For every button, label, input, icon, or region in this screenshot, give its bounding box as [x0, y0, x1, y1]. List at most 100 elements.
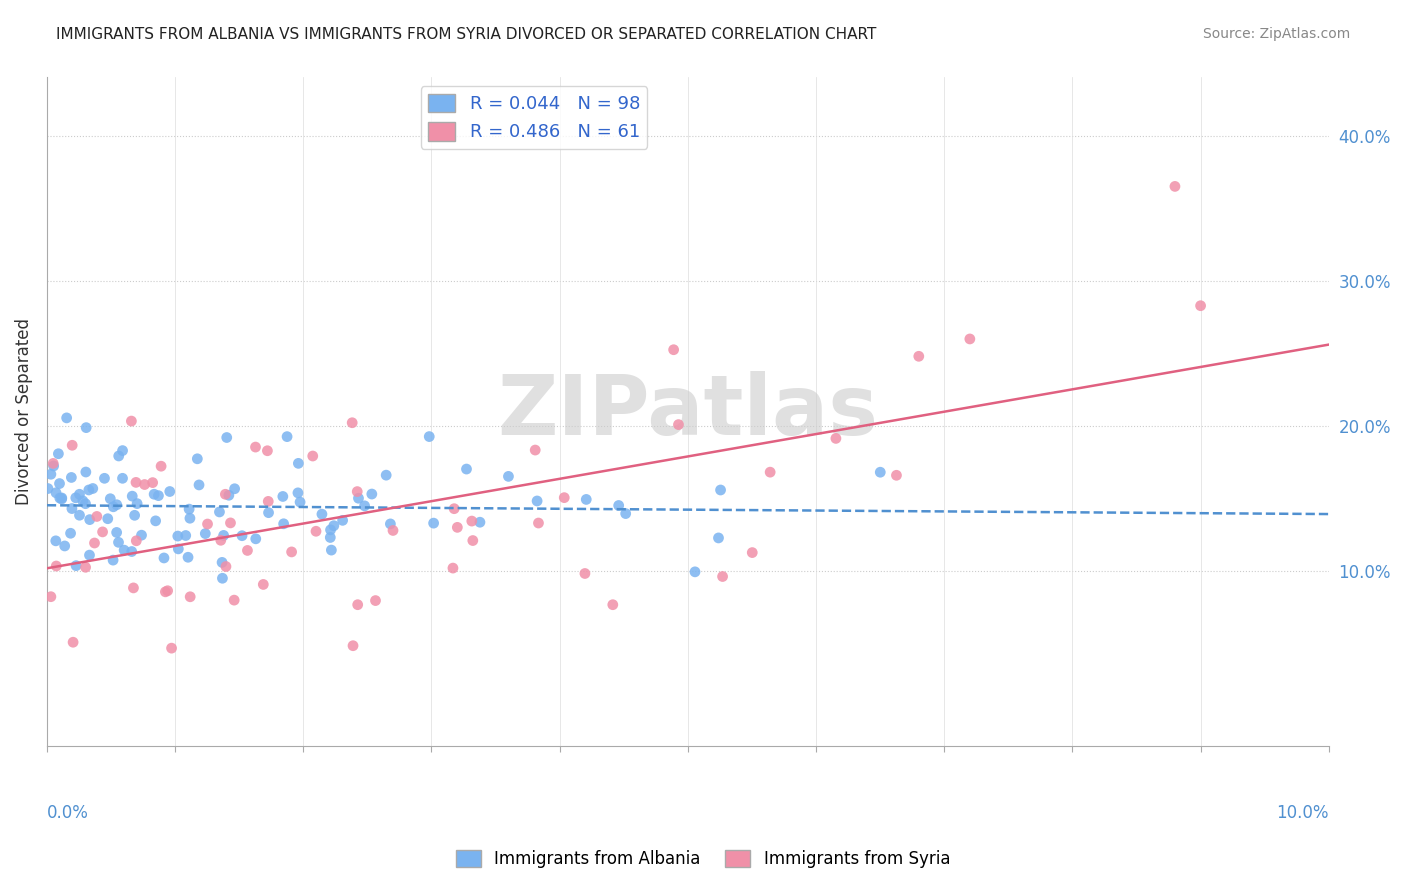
Point — [98, 491, 121, 506]
Point — [553, 491, 575, 505]
Point — [121, 489, 143, 503]
Legend: R = 0.044   N = 98, R = 0.486   N = 61: R = 0.044 N = 98, R = 0.486 N = 61 — [420, 87, 647, 149]
Point — [124, 508, 146, 523]
Point — [1189, 299, 1212, 313]
Point — [111, 471, 134, 485]
Point — [526, 494, 548, 508]
Point — [160, 641, 183, 656]
Point — [527, 516, 550, 530]
Point — [305, 524, 328, 539]
Point — [346, 598, 368, 612]
Point — [111, 443, 134, 458]
Point — [179, 590, 201, 604]
Point — [121, 544, 143, 558]
Point — [45, 485, 67, 500]
Point — [53, 539, 76, 553]
Point — [65, 558, 87, 573]
Point — [39, 590, 62, 604]
Point — [825, 431, 848, 445]
Point — [683, 565, 706, 579]
Point — [375, 468, 398, 483]
Point — [456, 462, 478, 476]
Point — [75, 497, 97, 511]
Point — [273, 516, 295, 531]
Point — [257, 494, 280, 508]
Point — [276, 429, 298, 443]
Text: 0.0%: 0.0% — [46, 804, 89, 822]
Point — [322, 518, 344, 533]
Point — [125, 533, 148, 548]
Point — [319, 523, 342, 537]
Point — [79, 548, 101, 562]
Point — [112, 543, 135, 558]
Text: IMMIGRANTS FROM ALBANIA VS IMMIGRANTS FROM SYRIA DIVORCED OR SEPARATED CORRELATI: IMMIGRANTS FROM ALBANIA VS IMMIGRANTS FR… — [56, 27, 876, 42]
Point — [159, 484, 181, 499]
Point — [332, 513, 354, 527]
Point — [174, 528, 197, 542]
Point — [245, 440, 267, 454]
Point — [524, 443, 547, 458]
Point — [218, 488, 240, 502]
Point — [93, 471, 115, 485]
Point — [614, 507, 637, 521]
Point — [321, 543, 343, 558]
Point — [711, 569, 734, 583]
Point — [59, 526, 82, 541]
Point — [208, 505, 231, 519]
Point — [105, 498, 128, 512]
Point — [179, 511, 201, 525]
Point — [498, 469, 520, 483]
Point — [179, 502, 201, 516]
Point — [287, 486, 309, 500]
Point — [55, 410, 77, 425]
Point — [380, 516, 402, 531]
Point — [422, 516, 444, 530]
Point — [886, 468, 908, 483]
Point — [48, 476, 70, 491]
Point — [197, 516, 219, 531]
Point — [131, 528, 153, 542]
Point — [602, 598, 624, 612]
Point — [83, 536, 105, 550]
Point — [215, 559, 238, 574]
Point — [42, 458, 65, 473]
Point — [364, 593, 387, 607]
Point — [288, 495, 311, 509]
Point — [382, 524, 405, 538]
Point — [48, 447, 70, 461]
Point — [869, 465, 891, 479]
Point — [461, 533, 484, 548]
Point — [443, 501, 465, 516]
Point — [49, 491, 72, 505]
Point — [245, 532, 267, 546]
Point — [145, 514, 167, 528]
Point — [134, 477, 156, 491]
Point — [709, 483, 731, 497]
Point — [125, 475, 148, 490]
Y-axis label: Divorced or Separated: Divorced or Separated — [15, 318, 32, 505]
Point — [65, 491, 87, 505]
Point — [252, 577, 274, 591]
Point — [668, 417, 690, 432]
Point — [214, 487, 236, 501]
Point — [418, 429, 440, 443]
Point — [607, 499, 630, 513]
Point — [574, 566, 596, 581]
Point — [39, 467, 62, 482]
Point — [156, 583, 179, 598]
Point — [42, 457, 65, 471]
Point — [69, 508, 91, 523]
Point — [741, 545, 763, 559]
Point — [707, 531, 730, 545]
Point — [346, 484, 368, 499]
Point — [79, 513, 101, 527]
Point — [148, 489, 170, 503]
Point — [69, 487, 91, 501]
Point — [45, 533, 67, 548]
Point — [907, 349, 929, 363]
Point — [231, 529, 253, 543]
Point — [97, 512, 120, 526]
Point — [177, 550, 200, 565]
Point — [342, 639, 364, 653]
Text: 10.0%: 10.0% — [1277, 804, 1329, 822]
